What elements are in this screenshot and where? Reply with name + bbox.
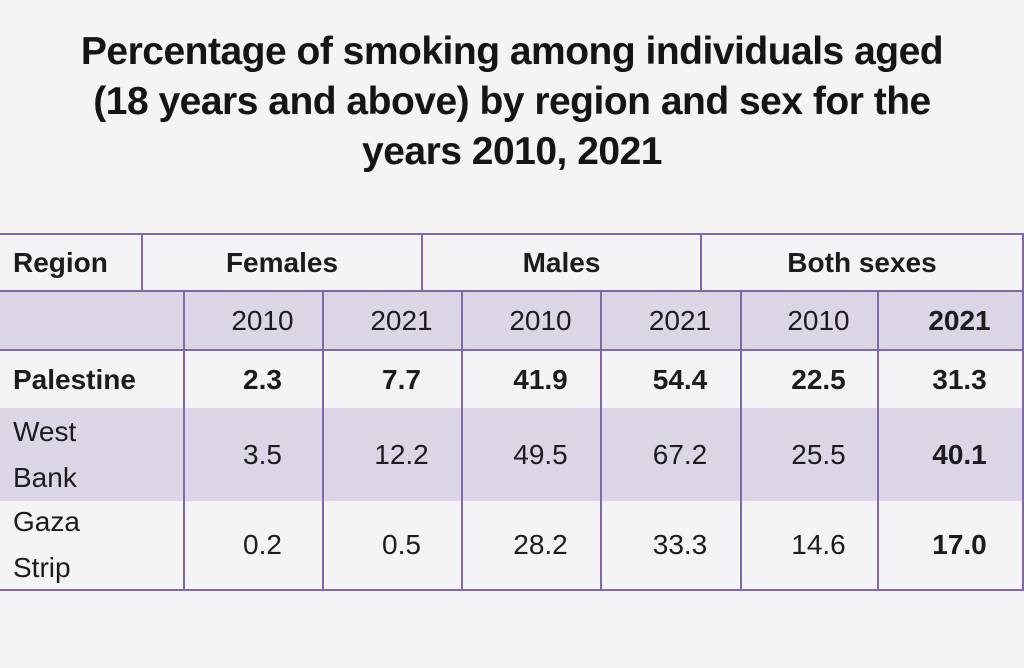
region-header-cell: Region [0,235,143,290]
group-header-males: Males [423,235,702,290]
cell-gaza-males-2021: 33.3 [602,501,742,589]
smoking-table: Region Females Males Both sexes 2010 202… [0,233,1024,591]
cell-palestine-females-2021: 7.7 [324,351,463,408]
region-label: West Bank [13,415,77,493]
cell-gaza-both-2010: 14.6 [742,501,879,589]
cell-west-bank-both-2010: 25.5 [742,408,879,501]
title-line-2: (18 years and above) by region and sex f… [93,80,931,123]
cell-gaza-females-2021: 0.5 [324,501,463,589]
table-group-header-row: Region Females Males Both sexes [0,235,1022,292]
cell-gaza-females-2010: 0.2 [185,501,324,589]
cell-gaza-males-2010: 28.2 [463,501,602,589]
empty-header-cell [0,292,185,349]
page: Percentage of smoking among individuals … [0,27,1024,591]
cell-palestine-both-2010: 22.5 [742,351,879,408]
table-row-west-bank: West Bank 3.5 12.2 49.5 67.2 25.5 40.1 [0,408,1022,501]
cell-palestine-females-2010: 2.3 [185,351,324,408]
year-header-both-2021: 2021 [928,304,991,336]
year-header-females-2021: 2021 [324,292,463,349]
table-row-gaza-strip: Gaza Strip 0.2 0.5 28.2 33.3 14.6 17.0 [0,501,1022,589]
cell-west-bank-females-2021: 12.2 [324,408,463,501]
region-cell-palestine: Palestine [0,351,185,408]
year-header-both-2010: 2010 [742,292,879,349]
title-line-3: years 2010, 2021 [362,130,662,173]
region-label: Gaza Strip [13,506,80,583]
cell-west-bank-females-2010: 3.5 [185,408,324,501]
group-header-females: Females [143,235,423,290]
table-year-header-row: 2010 2021 2010 2021 2010 2021 [0,292,1022,351]
year-header-females-2010: 2010 [185,292,324,349]
cell-palestine-males-2021: 54.4 [602,351,742,408]
region-cell-gaza-strip: Gaza Strip [0,501,185,589]
group-header-both-sexes: Both sexes [787,246,937,278]
page-title: Percentage of smoking among individuals … [42,27,982,177]
table-row-palestine: Palestine 2.3 7.7 41.9 54.4 22.5 31.3 [0,351,1022,408]
cell-west-bank-both-2021: 40.1 [932,438,987,470]
region-cell-west-bank: West Bank [0,408,185,501]
title-line-1: Percentage of smoking among individuals … [80,30,944,73]
cell-west-bank-males-2021: 67.2 [602,408,742,501]
cell-west-bank-males-2010: 49.5 [463,408,602,501]
cell-palestine-males-2010: 41.9 [463,351,602,408]
year-header-males-2021: 2021 [602,292,742,349]
cell-gaza-both-2021: 17.0 [932,529,987,560]
region-label: Palestine [13,363,136,395]
cell-palestine-both-2021: 31.3 [932,363,987,395]
year-header-males-2010: 2010 [463,292,602,349]
